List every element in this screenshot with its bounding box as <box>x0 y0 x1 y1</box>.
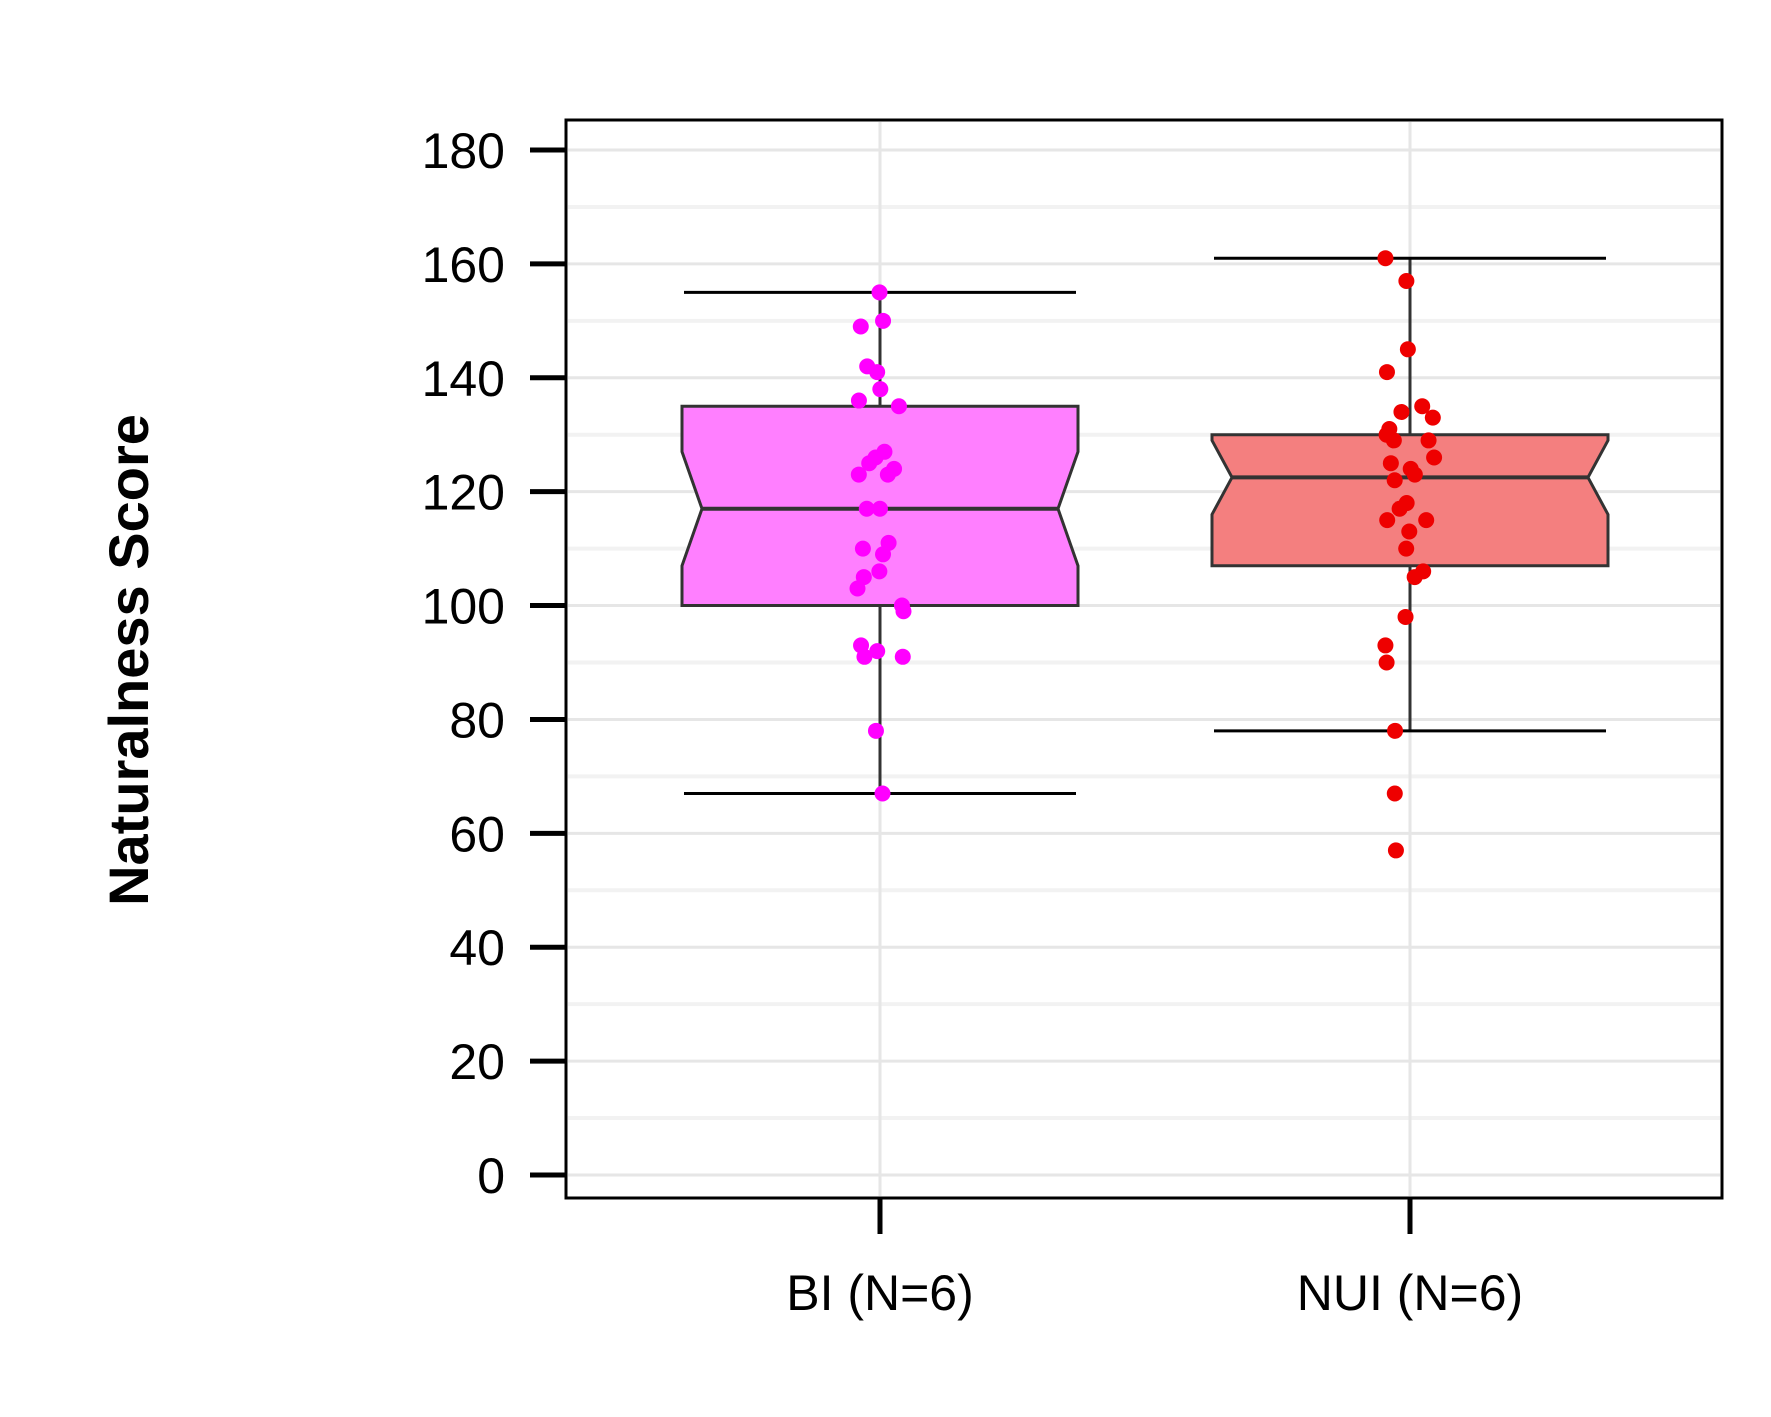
y-tick-label: 160 <box>422 237 505 293</box>
data-point <box>875 312 892 329</box>
data-point <box>874 785 891 802</box>
y-tick-label: 80 <box>449 692 505 748</box>
data-point <box>1418 512 1435 529</box>
y-axis: 0 20 40 60 80 100 120 140 160 180 <box>422 123 566 1204</box>
data-point <box>1378 654 1395 671</box>
data-point <box>1385 432 1402 449</box>
x-tick-label: NUI (N=6) <box>1297 1265 1523 1321</box>
data-point <box>1397 608 1414 625</box>
data-point <box>879 466 896 483</box>
y-tick-label: 120 <box>422 465 505 521</box>
y-axis-title: Naturalness Score <box>97 414 160 906</box>
data-point <box>856 648 873 665</box>
data-point <box>1406 466 1423 483</box>
data-point <box>871 284 888 301</box>
data-point <box>871 500 888 517</box>
data-point <box>890 398 907 415</box>
data-point <box>1382 455 1399 472</box>
data-point <box>849 580 866 597</box>
data-point <box>869 364 886 381</box>
data-point <box>871 563 888 580</box>
data-point <box>1414 398 1431 415</box>
data-point <box>858 500 875 517</box>
data-point <box>1377 637 1394 654</box>
data-point <box>854 540 871 557</box>
data-point <box>1387 722 1404 739</box>
data-point <box>867 722 884 739</box>
data-point <box>1399 341 1416 358</box>
x-tick-label: BI (N=6) <box>786 1265 974 1321</box>
y-tick-label: 100 <box>422 579 505 635</box>
data-point <box>1393 403 1410 420</box>
y-tick-label: 40 <box>449 920 505 976</box>
data-point <box>1391 500 1408 517</box>
data-point <box>850 466 867 483</box>
data-point <box>861 455 878 472</box>
data-point <box>850 392 867 409</box>
data-point <box>1398 540 1415 557</box>
data-point <box>1398 272 1415 289</box>
data-point <box>875 546 892 563</box>
data-point <box>1378 364 1395 381</box>
y-tick-label: 140 <box>422 351 505 407</box>
data-point <box>895 603 912 620</box>
data-point <box>1377 250 1394 267</box>
data-point <box>1386 472 1403 489</box>
data-point <box>872 381 889 398</box>
data-point <box>1387 842 1404 859</box>
y-tick-label: 0 <box>477 1148 505 1204</box>
y-tick-label: 60 <box>449 806 505 862</box>
plot-background <box>566 120 1722 1198</box>
data-point <box>869 643 886 660</box>
data-point <box>1386 785 1403 802</box>
data-point <box>894 648 911 665</box>
data-point <box>1424 409 1441 426</box>
data-point <box>1426 449 1443 466</box>
y-tick-label: 180 <box>422 123 505 179</box>
data-point <box>1401 523 1418 540</box>
data-point <box>1406 569 1423 586</box>
data-point <box>852 318 869 335</box>
data-points <box>849 250 1443 859</box>
plot-border <box>564 118 1724 1200</box>
x-axis: BI (N=6) NUI (N=6) <box>786 1198 1523 1321</box>
data-point <box>1420 432 1437 449</box>
y-tick-label: 20 <box>449 1034 505 1090</box>
data-point <box>1379 512 1396 529</box>
